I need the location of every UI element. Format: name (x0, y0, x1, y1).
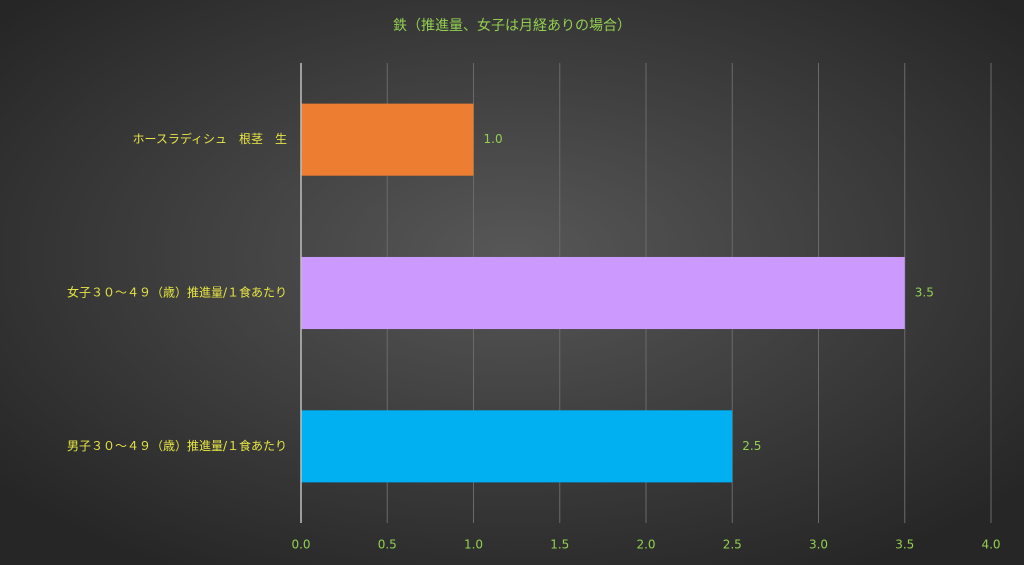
chart-title: 鉄（推進量、女子は月経ありの場合） (393, 17, 631, 34)
y-tick-label: ホースラディシュ 根茎 生 (132, 131, 287, 146)
value-label: 3.5 (915, 286, 934, 300)
x-tick-label: 4.0 (981, 538, 1000, 552)
x-tick-label: 3.5 (895, 538, 914, 552)
x-tick-label: 2.0 (636, 538, 655, 552)
bar (301, 103, 474, 176)
value-label: 2.5 (742, 439, 761, 453)
value-label: 1.0 (484, 132, 503, 146)
bar (301, 256, 905, 330)
x-tick-label: 0.5 (378, 538, 397, 552)
x-tick-label: 2.5 (723, 538, 742, 552)
y-tick-label: 男子３０～４９（歳）推進量/１食あたり (67, 438, 287, 453)
x-tick-label: 3.0 (809, 538, 828, 552)
x-tick-label: 0.0 (291, 538, 310, 552)
x-tick-label: 1.5 (550, 538, 569, 552)
x-tick-label: 1.0 (464, 538, 483, 552)
y-tick-label: 女子３０～４９（歳）推進量/１食あたり (67, 285, 287, 300)
bar (301, 410, 733, 483)
